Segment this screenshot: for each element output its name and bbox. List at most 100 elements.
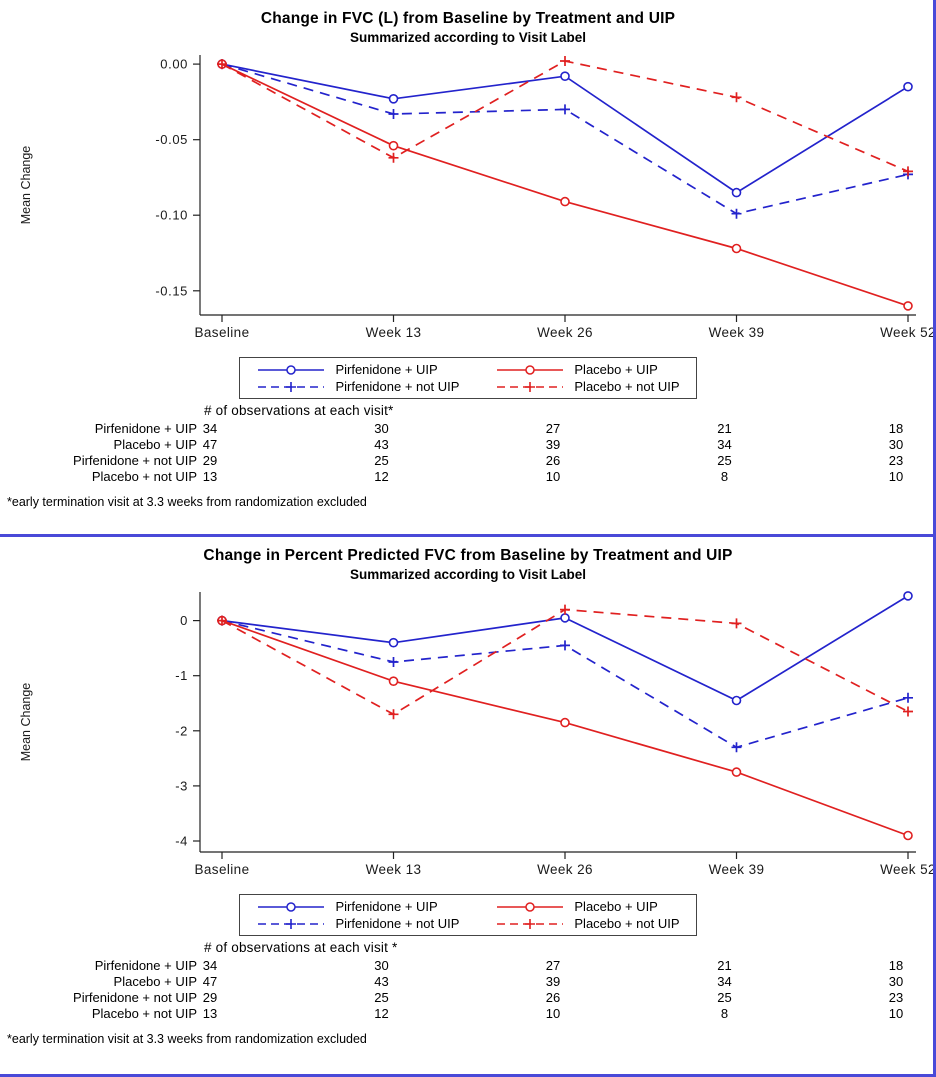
observations-row: Placebo + UIP 47 43 39 34 30 bbox=[0, 974, 936, 990]
svg-text:-0.15: -0.15 bbox=[155, 283, 188, 298]
dashed-line-plus-marker-icon bbox=[497, 918, 564, 929]
observations-value: 8 bbox=[720, 1006, 729, 1021]
observations-row: Pirfenidone + UIP 34 30 27 21 18 bbox=[0, 958, 936, 974]
svg-text:-1: -1 bbox=[175, 668, 188, 683]
observations-value: 12 bbox=[374, 1006, 389, 1021]
observations-value: 10 bbox=[545, 1006, 561, 1021]
legend-box: Pirfenidone + UIP Placebo + UIP Pirfenidon… bbox=[239, 357, 697, 399]
observations-value: 34 bbox=[717, 974, 732, 989]
legend-item-placebo-uip: Placebo + UIP bbox=[495, 362, 679, 377]
chart-subtitle: Summarized according to Visit Label bbox=[349, 567, 587, 582]
percent-predicted-fvc-line-plot: 0 -1 -2 -3 -4 Baseline Week 13 Week 26 Week 39 We… bbox=[19, 591, 936, 877]
footnote: *early termination visit at 3.3 weeks fr… bbox=[7, 495, 367, 509]
svg-text:Baseline: Baseline bbox=[195, 862, 250, 877]
fvc-percent-predicted-chart-section: Change in Percent Predicted FVC from Bas… bbox=[0, 537, 936, 1077]
observations-value: 27 bbox=[545, 958, 561, 973]
observations-value: 39 bbox=[545, 437, 561, 452]
solid-line-circle-marker-icon bbox=[497, 901, 564, 912]
legend-item-placebo-uip: Placebo + UIP bbox=[495, 899, 679, 914]
observations-value: 10 bbox=[888, 469, 904, 484]
observations-header: # of observations at each visit * bbox=[204, 940, 398, 955]
observations-row: Placebo + not UIP 13 12 10 8 10 bbox=[0, 469, 936, 485]
svg-text:-2: -2 bbox=[175, 723, 188, 738]
legend-item-pirfenidone-uip: Pirfenidone + UIP bbox=[256, 899, 459, 914]
chart-title: Change in FVC (L) from Baseline by Treat… bbox=[260, 10, 676, 27]
fvc-change-line-plot: 0.00 -0.05 -0.10 -0.15 Baseline Week 13 Week 2… bbox=[19, 55, 936, 340]
observations-row-label: Placebo + not UIP bbox=[91, 1006, 197, 1021]
legend-label: Pirfenidone + not UIP bbox=[335, 379, 460, 394]
legend-label: Pirfenidone + UIP bbox=[335, 899, 438, 914]
observations-value: 10 bbox=[888, 1006, 904, 1021]
chart-subtitle: Summarized according to Visit Label bbox=[349, 30, 587, 45]
observations-row-label: Pirfenidone + UIP bbox=[94, 958, 197, 973]
svg-text:Week 13: Week 13 bbox=[366, 325, 422, 340]
legend-label: Pirfenidone + UIP bbox=[335, 362, 438, 377]
legend-label: Placebo + UIP bbox=[574, 362, 658, 377]
svg-text:Week 13: Week 13 bbox=[366, 862, 422, 877]
legend-item-pirfenidone-not-uip: Pirfenidone + not UIP bbox=[256, 916, 459, 931]
footnote: *early termination visit at 3.3 weeks fr… bbox=[7, 1032, 367, 1046]
svg-text:-4: -4 bbox=[175, 834, 188, 849]
observations-value: 30 bbox=[888, 437, 904, 452]
svg-text:0: 0 bbox=[180, 613, 188, 628]
observations-value: 30 bbox=[374, 421, 389, 436]
legend-item-placebo-not-uip: Placebo + not UIP bbox=[495, 916, 680, 931]
observations-value: 13 bbox=[202, 469, 218, 484]
observations-value: 34 bbox=[202, 421, 218, 436]
observations-value: 26 bbox=[545, 990, 561, 1005]
observations-value: 25 bbox=[374, 453, 389, 468]
observations-value: 47 bbox=[202, 437, 218, 452]
observations-value: 25 bbox=[717, 453, 732, 468]
observations-table: # of observations at each visit* Pirfenid… bbox=[0, 403, 936, 485]
observations-value: 13 bbox=[202, 1006, 218, 1021]
chart-title: Change in Percent Predicted FVC from Bas… bbox=[203, 547, 733, 564]
observations-value: 34 bbox=[717, 437, 732, 452]
observations-value: 34 bbox=[202, 958, 218, 973]
observations-value: 18 bbox=[888, 421, 904, 436]
observations-row-label: Placebo + not UIP bbox=[91, 469, 197, 484]
legend-item-placebo-not-uip: Placebo + not UIP bbox=[495, 379, 680, 394]
legend-label: Placebo + not UIP bbox=[574, 916, 680, 931]
observations-row-label: Placebo + UIP bbox=[113, 437, 197, 452]
observations-value: 12 bbox=[374, 469, 389, 484]
observations-value: 47 bbox=[202, 974, 218, 989]
svg-text:Mean Change: Mean Change bbox=[19, 146, 33, 225]
svg-text:-0.05: -0.05 bbox=[155, 132, 188, 147]
observations-row: Pirfenidone + UIP 34 30 27 21 18 bbox=[0, 421, 936, 437]
observations-row-label: Pirfenidone + UIP bbox=[94, 421, 197, 436]
solid-line-circle-marker-icon bbox=[497, 364, 564, 375]
observations-value: 21 bbox=[717, 958, 732, 973]
dashed-line-plus-marker-icon bbox=[497, 381, 564, 392]
observations-row: Pirfenidone + not UIP 29 25 26 25 23 bbox=[0, 990, 936, 1006]
observations-value: 18 bbox=[888, 958, 904, 973]
observations-row-label: Pirfenidone + not UIP bbox=[73, 990, 197, 1005]
observations-value: 10 bbox=[545, 469, 561, 484]
observations-row: Pirfenidone + not UIP 29 25 26 25 23 bbox=[0, 453, 936, 469]
observations-value: 39 bbox=[545, 974, 561, 989]
observations-value: 25 bbox=[374, 990, 389, 1005]
observations-value: 27 bbox=[545, 421, 561, 436]
observations-value: 25 bbox=[717, 990, 732, 1005]
svg-text:Week 26: Week 26 bbox=[537, 325, 593, 340]
observations-value: 43 bbox=[374, 437, 389, 452]
observations-value: 21 bbox=[717, 421, 732, 436]
observations-table: # of observations at each visit * Pirfeni… bbox=[0, 940, 936, 1022]
observations-value: 29 bbox=[202, 453, 218, 468]
solid-line-circle-marker-icon bbox=[258, 901, 325, 912]
observations-row: Placebo + UIP 47 43 39 34 30 bbox=[0, 437, 936, 453]
observations-row-label: Placebo + UIP bbox=[113, 974, 197, 989]
svg-text:Week 39: Week 39 bbox=[709, 325, 765, 340]
svg-text:-3: -3 bbox=[175, 778, 188, 793]
observations-value: 29 bbox=[202, 990, 218, 1005]
observations-value: 30 bbox=[888, 974, 904, 989]
svg-text:-0.10: -0.10 bbox=[155, 208, 188, 223]
fvc-liters-chart-section: Change in FVC (L) from Baseline by Treat… bbox=[0, 0, 936, 537]
observations-value: 43 bbox=[374, 974, 389, 989]
observations-row-label: Pirfenidone + not UIP bbox=[73, 453, 197, 468]
dashed-line-plus-marker-icon bbox=[258, 381, 325, 392]
svg-text:Week 26: Week 26 bbox=[537, 862, 593, 877]
observations-value: 26 bbox=[545, 453, 561, 468]
solid-line-circle-marker-icon bbox=[258, 364, 325, 375]
legend-label: Pirfenidone + not UIP bbox=[335, 916, 460, 931]
